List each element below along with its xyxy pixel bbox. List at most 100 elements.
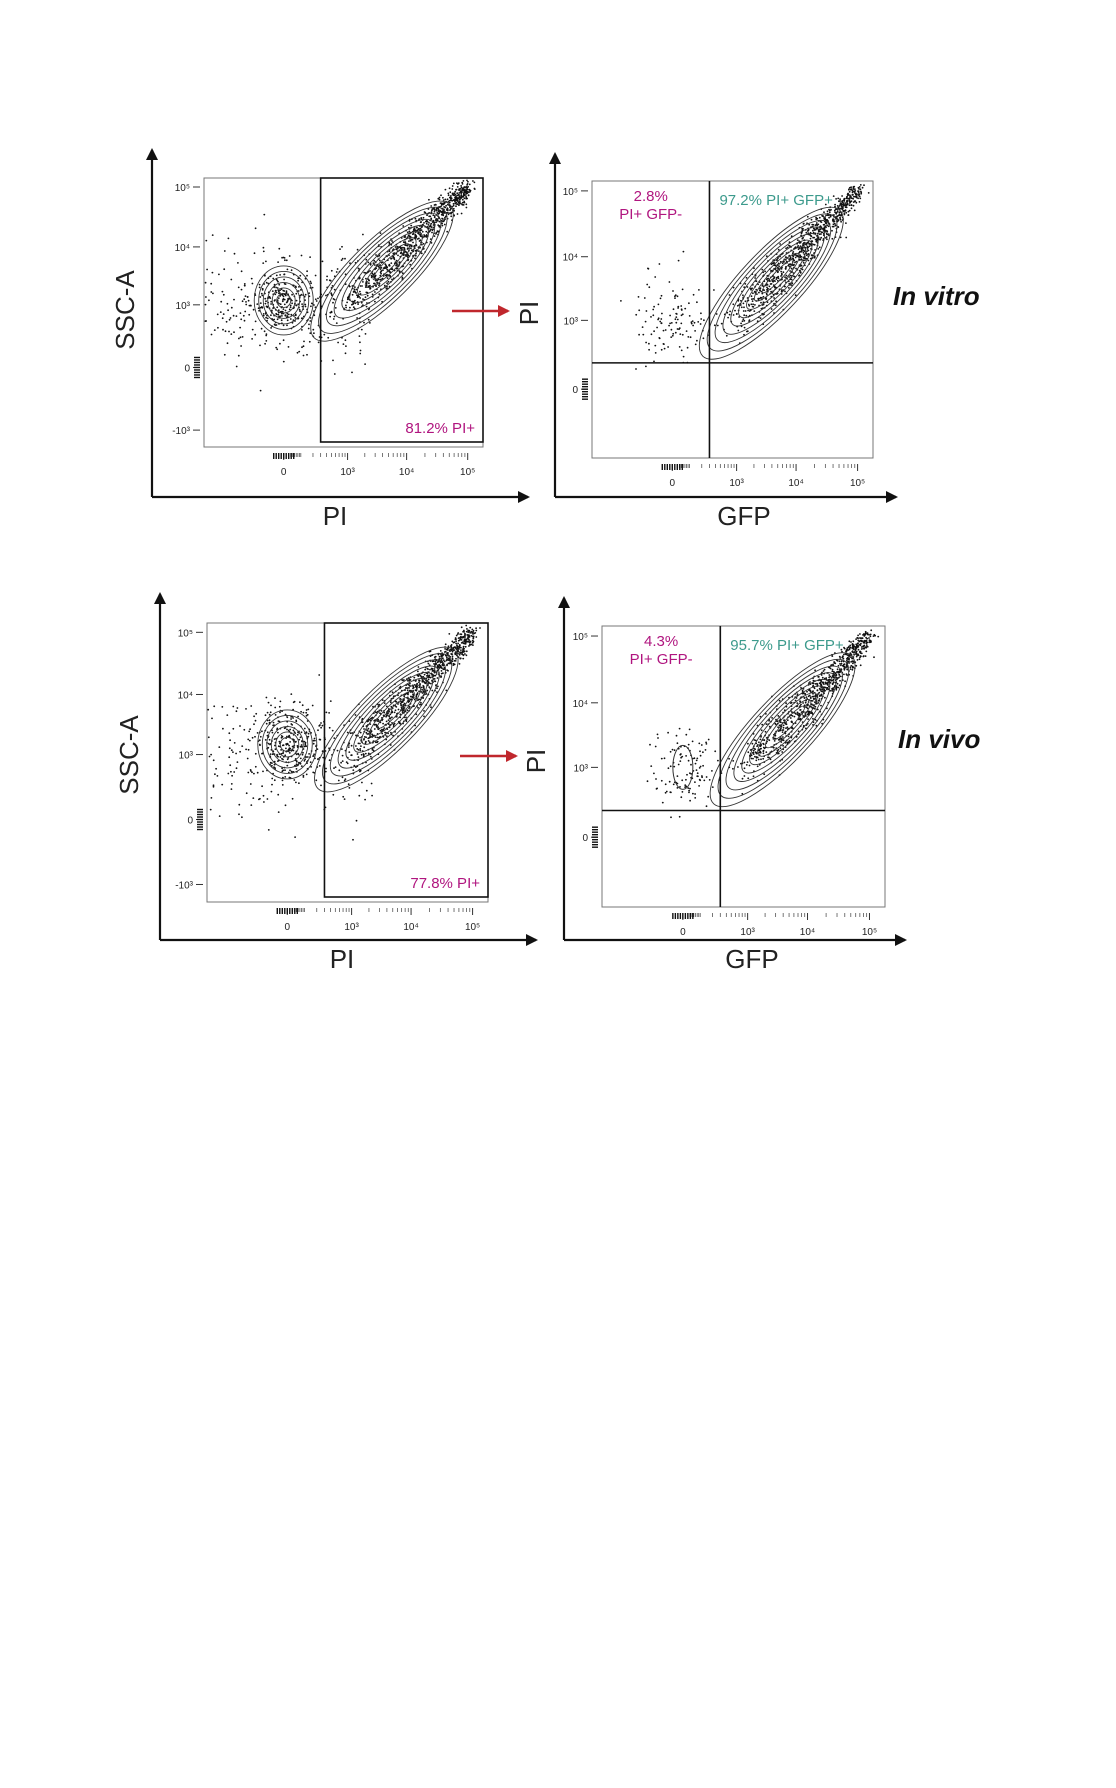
event-dot [794,699,797,702]
event-dot [772,280,774,283]
event-dot [464,645,467,648]
event-dot [444,198,447,201]
event-dot [827,233,830,236]
event-dot [317,297,319,300]
event-dot [814,695,817,698]
event-dot [848,645,850,648]
event-dot [668,324,670,327]
event-dot [825,226,827,229]
event-dot [801,268,804,271]
event-dot [870,629,873,632]
contour-line [698,206,844,360]
event-dot [267,746,270,749]
event-dot [863,184,865,187]
event-dot [741,320,744,323]
event-dot [855,655,858,658]
event-dot [371,272,374,275]
event-dot [427,662,430,665]
event-dot [438,212,440,215]
event-dot [337,779,340,782]
event-dot [835,687,838,690]
event-dot [451,658,454,661]
event-dot [743,761,746,764]
event-dot [277,261,279,263]
event-dot [418,686,421,689]
event-dot [866,645,869,648]
event-dot [371,293,374,296]
event-dot [296,745,299,747]
event-dot [433,216,436,219]
contour-line [706,213,838,352]
event-dot [284,309,287,312]
event-dot [851,650,854,652]
event-dot [437,685,439,688]
event-dot [385,287,388,290]
event-dot [204,281,207,284]
event-dot [267,742,270,745]
event-dot [796,711,799,714]
event-dot [790,701,793,704]
contour-line [364,243,411,288]
event-dot [452,204,455,207]
y-tick-label: 0 [582,833,588,844]
event-dot [349,262,351,265]
event-dot [692,324,694,327]
event-dot [857,197,859,200]
event-dot [228,318,231,321]
event-dot [373,728,376,730]
event-dot [456,213,459,215]
event-dot [641,326,644,328]
event-dot [324,770,327,773]
event-dot [843,653,845,656]
event-dot [812,721,815,724]
event-dot [419,234,422,236]
event-dot [838,684,841,687]
event-dot [259,344,261,347]
event-dot [754,304,756,306]
event-dot [265,340,268,342]
event-dot [437,197,440,200]
event-dot [388,717,391,719]
event-dot [240,288,243,291]
event-dot [274,299,276,301]
event-dot [289,728,292,731]
event-dot [363,746,366,749]
event-dot [841,655,844,658]
event-dot [377,265,380,268]
event-dot [468,643,471,646]
event-dot [787,264,790,267]
event-dot [233,771,236,773]
event-dot [443,212,446,214]
contour-line [271,287,296,314]
y-tick-label: 10³ [176,301,191,312]
event-dot [805,696,808,698]
event-dot [378,282,381,285]
event-dot [456,186,459,188]
event-dot [845,650,847,653]
event-dot [212,784,215,787]
event-dot [212,292,214,295]
event-dot [347,746,350,748]
event-dot [299,294,302,297]
event-dot [819,238,822,241]
event-dot [868,633,870,636]
event-dot [769,270,772,272]
event-dot [208,299,210,302]
event-dot [826,688,828,691]
event-dot [211,717,213,720]
event-dot [798,714,801,716]
event-dot [826,224,829,227]
event-dot [840,220,842,223]
event-dot [684,307,687,310]
event-dot [857,642,859,644]
event-dot [459,633,462,635]
event-dot [778,699,781,702]
event-dot [406,709,409,712]
event-dot [245,792,248,795]
event-dot [471,628,474,631]
event-dot [457,642,459,645]
event-dot [460,212,463,215]
event-dot [742,310,745,312]
event-dot [450,215,453,218]
